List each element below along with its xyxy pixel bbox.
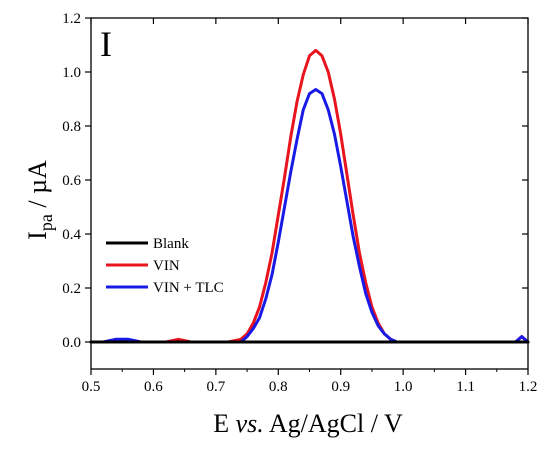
panel-label: I xyxy=(100,24,112,64)
plot-frame xyxy=(90,17,529,370)
y-tick-label: 0.0 xyxy=(62,335,81,351)
axis-ticks: 0.5 0.6 0.7 0.8 0.9 1.0 1.1 1.2 0.0 0.2 0.4 0.6 0.8 1… xyxy=(62,11,537,395)
legend-label: Blank xyxy=(153,236,189,252)
y-tick-label: 0.4 xyxy=(62,227,81,243)
x-tick-label: 0.7 xyxy=(206,379,225,395)
series-line-vin-tlc xyxy=(89,88,530,344)
x-axis-label-italic: vs. xyxy=(236,409,264,438)
x-tick-label: 1.0 xyxy=(394,379,413,395)
x-axis-label: E vs. Ag/AgCl / V xyxy=(213,409,403,438)
legend: Blank VIN VIN + TLC xyxy=(106,236,224,296)
x-tick-label: 1.1 xyxy=(456,379,475,395)
x-tick-label: 0.8 xyxy=(269,379,288,395)
x-tick-label: 0.5 xyxy=(82,379,101,395)
x-axis-label-rest: Ag/AgCl / V xyxy=(264,409,403,438)
y-axis-label: Ipa / µA xyxy=(23,160,56,240)
y-tick-label: 0.8 xyxy=(62,119,81,135)
x-tick-label: 0.6 xyxy=(144,379,163,395)
x-tick-label: 1.2 xyxy=(519,379,538,395)
legend-label: VIN xyxy=(153,258,180,274)
x-tick-label: 0.9 xyxy=(331,379,350,395)
y-axis-label-rest: / µA xyxy=(23,160,52,214)
y-tick-label: 1.2 xyxy=(62,11,81,27)
y-tick-label: 0.6 xyxy=(62,173,81,189)
y-axis-label-sub: pa xyxy=(36,214,56,231)
y-axis-label-main: I xyxy=(23,231,52,240)
x-axis-label-main: E xyxy=(213,409,235,438)
legend-label: VIN + TLC xyxy=(153,280,224,296)
plot-area xyxy=(89,48,530,344)
y-tick-label: 0.2 xyxy=(62,281,81,297)
y-tick-label: 1.0 xyxy=(62,65,81,81)
